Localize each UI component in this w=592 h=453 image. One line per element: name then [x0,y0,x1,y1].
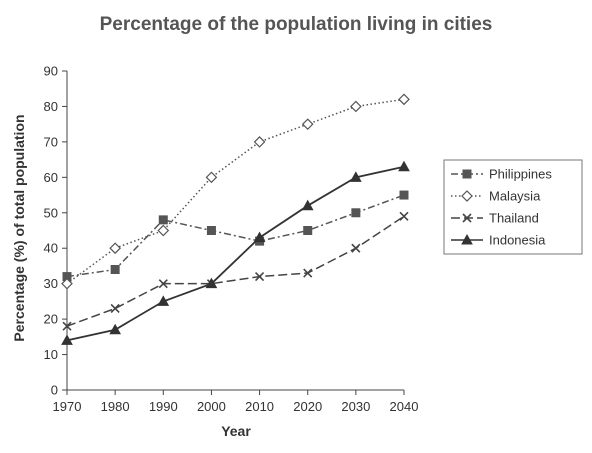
x-axis-label: Year [221,423,251,439]
data-point-philippines [351,208,361,218]
series-line-thailand [66,215,405,327]
x-tick-label: 1990 [149,399,178,414]
data-point-thailand [255,272,265,282]
legend-marker-thailand [462,213,472,223]
series-malaysia [61,93,410,290]
chart-title: Percentage of the population living in c… [100,14,493,35]
legend-label-indonesia: Indonesia [489,233,546,248]
y-tick-label: 70 [44,134,58,149]
legend: Philippines Malaysia Thailand Indonesia [443,159,583,255]
data-point-indonesia [109,323,121,335]
data-point-indonesia [398,160,410,172]
x-tick-label: 2040 [390,399,419,414]
data-point-thailand [303,268,313,278]
data-point-thailand [158,279,168,289]
data-point-indonesia [350,171,362,182]
data-point-malaysia [301,118,314,131]
legend-marker-indonesia [461,233,473,245]
legend-item-indonesia: Indonesia [451,233,546,248]
marker-stroke [399,211,409,221]
series-layer [61,93,410,345]
data-point-malaysia [157,224,170,237]
y-tick-label: 80 [44,99,58,114]
data-point-indonesia [205,277,218,289]
marker-stroke [255,272,265,282]
data-point-indonesia [301,199,314,211]
data-point-malaysia [350,100,362,113]
data-point-philippines [158,215,168,225]
legend-label-thailand: Thailand [489,211,539,226]
legend-item-thailand: Thailand [451,211,539,226]
x-tick-label: 2020 [293,399,322,414]
y-axis-label: Percentage (%) of total population [11,114,27,341]
data-point-philippines [206,226,216,235]
series-indonesia [61,160,410,345]
legend-label-malaysia: Malaysia [489,189,541,204]
legend-marker-malaysia [461,190,473,202]
data-point-thailand [399,211,409,221]
x-tick-label: 2010 [245,399,274,414]
data-point-indonesia [157,295,170,306]
data-point-indonesia [61,334,73,345]
series-line-philippines [66,194,405,278]
data-point-thailand [110,303,120,314]
data-point-malaysia [109,242,121,255]
marker-stroke [351,243,361,253]
y-tick-label: 10 [44,347,58,362]
data-point-malaysia [398,93,410,106]
y-tick-label: 50 [44,205,58,220]
x-tick-label: 2000 [197,399,226,414]
x-tick-label: 1980 [101,399,130,414]
series-thailand [62,211,409,331]
legend-label-philippines: Philippines [489,167,552,182]
data-point-thailand [351,243,361,253]
data-point-indonesia [253,231,266,243]
marker-stroke [462,213,472,223]
data-point-thailand [62,321,72,331]
legend-item-philippines: Philippines [451,167,552,182]
data-point-malaysia [61,277,73,290]
series-line-indonesia [66,165,405,342]
y-tick-label: 40 [44,241,58,256]
marker-stroke [303,268,313,278]
y-tick-label: 90 [44,64,58,79]
marker-stroke [158,279,168,289]
marker-stroke [62,321,72,331]
x-tick-label: 2030 [341,399,370,414]
marker-stroke [110,303,120,314]
series-line-malaysia [66,98,405,285]
data-point-malaysia [253,136,266,148]
y-tick-label: 20 [44,312,58,327]
legend-item-malaysia: Malaysia [451,189,541,204]
y-tick-label: 60 [44,170,58,185]
legend-marker-philippines [462,169,472,179]
y-tick-label: 30 [44,276,58,291]
data-point-malaysia [205,171,218,184]
series-philippines [62,190,409,282]
x-tick-label: 1970 [53,399,82,414]
data-point-philippines [303,226,313,235]
data-point-philippines [399,190,409,200]
data-point-philippines [110,264,120,274]
y-tick-label: 0 [51,383,58,398]
